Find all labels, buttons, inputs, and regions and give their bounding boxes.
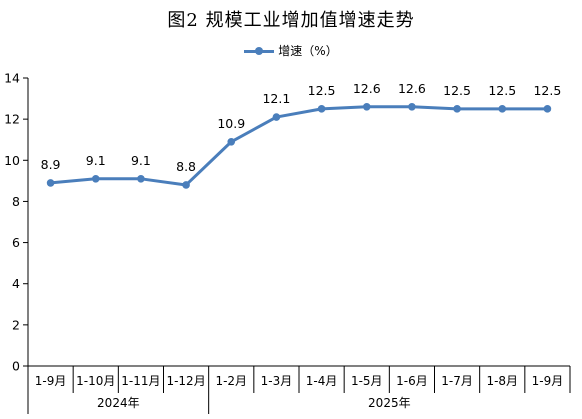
legend-label: 增速（%） (278, 44, 338, 58)
data-label: 12.6 (398, 81, 426, 96)
data-label: 12.1 (262, 91, 290, 106)
x-category-label: 1-6月 (396, 374, 428, 388)
x-group-label: 2025年 (368, 396, 411, 410)
legend-line-marker-icon (244, 46, 275, 55)
y-tick-label: 6 (12, 235, 20, 250)
y-tick-label: 2 (12, 317, 20, 332)
data-point (362, 103, 371, 111)
data-point (46, 179, 55, 187)
data-label: 12.5 (443, 83, 471, 98)
chart-title: 图2 规模工业增加值增速走势 (167, 10, 415, 31)
x-category-label: 1-10月 (76, 374, 115, 388)
data-point (272, 113, 281, 121)
data-point (408, 103, 416, 111)
data-label: 9.1 (86, 153, 106, 168)
x-category-label: 1-12月 (166, 374, 205, 388)
data-point (543, 105, 552, 113)
data-point (91, 175, 100, 183)
x-category-label: 1-9月 (532, 374, 564, 388)
data-label: 12.5 (308, 83, 336, 98)
data-label: 12.5 (488, 83, 516, 98)
data-point (227, 137, 236, 146)
x-category-label: 1-8月 (486, 374, 518, 388)
data-point (453, 105, 461, 113)
x-category-label: 1-2月 (215, 374, 247, 388)
y-tick-label: 14 (4, 71, 20, 86)
x-category-label: 1-5月 (351, 374, 383, 388)
x-group-label: 2024年 (97, 396, 140, 410)
y-tick-label: 10 (4, 153, 20, 168)
data-point (137, 175, 145, 183)
x-category-label: 1-9月 (35, 374, 67, 388)
y-tick-label: 0 (12, 359, 20, 374)
series-line (50, 105, 548, 187)
data-label: 10.9 (217, 116, 245, 131)
data-point (498, 105, 507, 113)
x-category-label: 1-3月 (261, 374, 293, 388)
data-point (182, 181, 190, 189)
y-tick-label: 4 (12, 276, 20, 291)
x-category-label: 1-11月 (121, 374, 160, 388)
data-label: 12.6 (353, 81, 381, 96)
y-tick-label: 12 (4, 112, 20, 127)
x-category-label: 1-4月 (306, 374, 338, 388)
legend: 增速（%） (0, 42, 582, 59)
data-point (317, 105, 326, 113)
y-tick-label: 8 (12, 194, 20, 209)
data-label: 12.5 (533, 83, 561, 98)
x-category-label: 1-7月 (441, 374, 473, 388)
data-label: 8.8 (176, 159, 196, 174)
data-label: 8.9 (41, 157, 61, 172)
data-label: 9.1 (131, 153, 151, 168)
